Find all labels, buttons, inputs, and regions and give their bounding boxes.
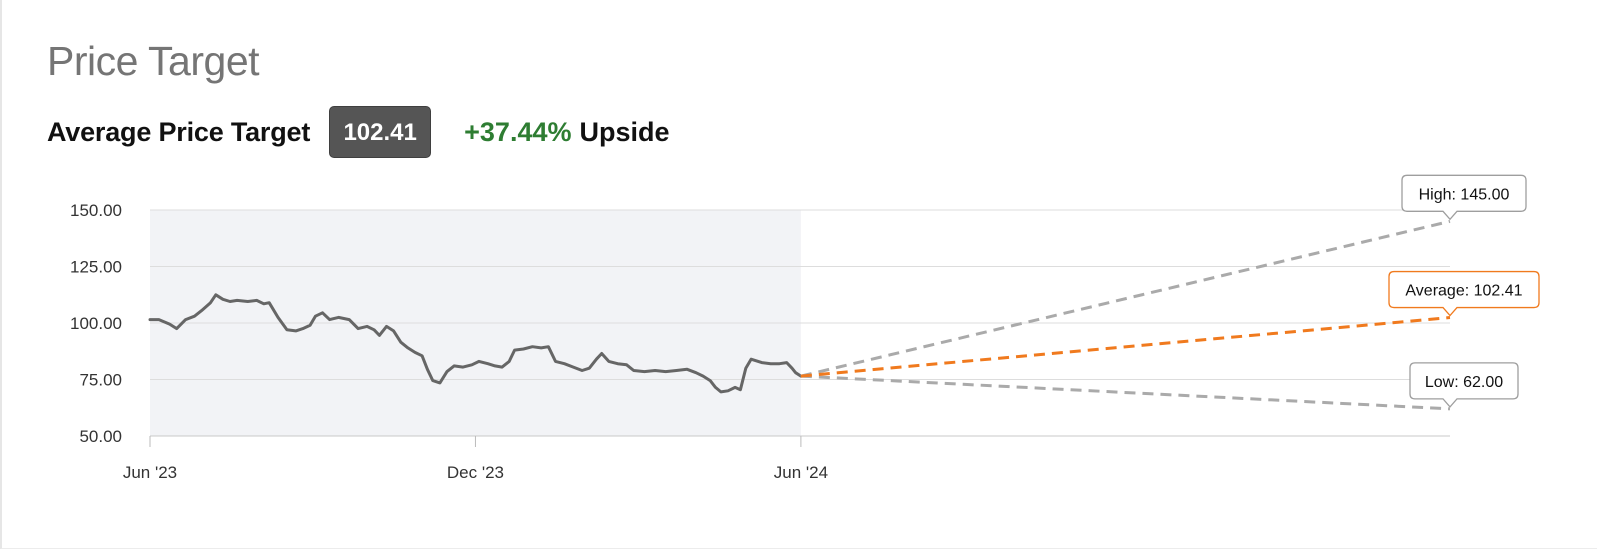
low-target-callout-text: Low: 62.00 [1425, 374, 1503, 391]
average-target-callout-box [1388, 270, 1540, 317]
high-target-callout-box [1401, 174, 1527, 221]
y-tick-label: 150.00 [70, 201, 122, 220]
high-target-callout: High: 145.00 [1401, 174, 1527, 221]
high-target-callout-text: High: 145.00 [1419, 186, 1510, 203]
high-target-line [800, 219, 1451, 378]
low-target-callout: Low: 62.00 [1409, 362, 1519, 408]
average-target-callout: Average: 102.41 [1388, 270, 1540, 317]
upside-label: Upside [579, 116, 670, 147]
average-price-target-label: Average Price Target [47, 116, 311, 147]
upside-percentage: +37.44% [464, 116, 572, 147]
page-title: Price Target [47, 38, 260, 84]
low-target-line [800, 374, 1451, 411]
x-tick-label: Jun '23 [123, 463, 177, 482]
y-tick-label: 50.00 [79, 427, 122, 446]
y-tick-label: 75.00 [79, 371, 122, 390]
average-target-line [800, 316, 1451, 378]
y-tick-label: 125.00 [70, 258, 122, 277]
average-target-callout-text: Average: 102.41 [1405, 283, 1522, 300]
price-target-summary: Average Price Target 102.41 +37.44% Upsi… [47, 106, 670, 158]
average-price-target-badge: 102.41 [329, 106, 432, 158]
x-tick-label: Jun '24 [774, 463, 828, 482]
low-target-callout-box [1409, 362, 1519, 408]
x-tick-label: Dec '23 [447, 463, 504, 482]
price-history-line [148, 293, 803, 394]
y-tick-label: 100.00 [70, 314, 122, 333]
